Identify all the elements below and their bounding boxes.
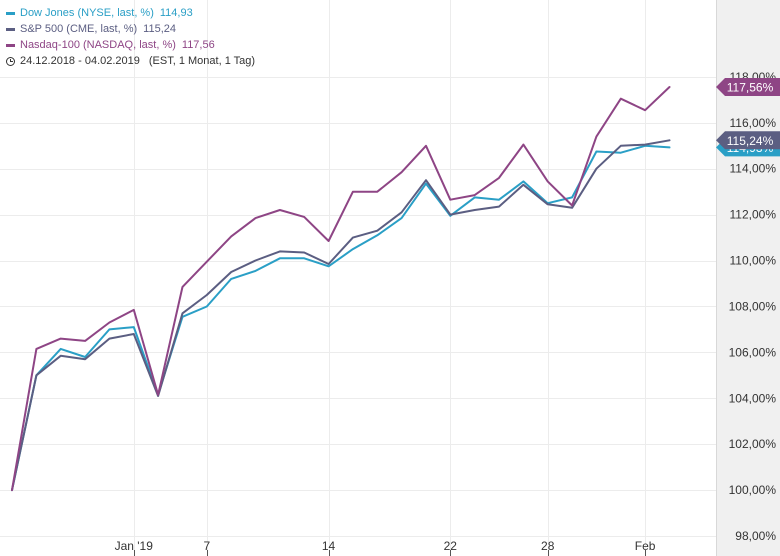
- y-tick-label: 104,00%: [729, 391, 777, 405]
- x-axis: Jan '19 7 14 22 28 Feb: [115, 539, 656, 556]
- legend-value: 117,56: [181, 39, 215, 51]
- x-tick-label: Feb: [635, 539, 656, 553]
- legend-item-sp500[interactable]: S&P 500 (CME, last, %) 115,24: [6, 21, 255, 37]
- y-tick-label: 112,00%: [730, 208, 777, 222]
- y-tick-label: 106,00%: [729, 345, 777, 359]
- end-value-labels: 114,93%115,24%117,56%: [716, 78, 780, 157]
- date-range: 24.12.2018 - 04.02.2019 (EST, 1 Monat, 1…: [6, 53, 255, 69]
- y-tick-label: 100,00%: [729, 483, 777, 497]
- grid: [0, 0, 716, 556]
- x-tick-label: 7: [203, 539, 210, 553]
- legend: Dow Jones (NYSE, last, %) 114,93 S&P 500…: [6, 5, 255, 69]
- legend-value: 114,93: [159, 7, 193, 19]
- legend-swatch: [6, 43, 15, 47]
- clock-icon: [6, 56, 15, 66]
- date-range-text: 24.12.2018 - 04.02.2019: [20, 55, 140, 67]
- y-tick-label: 102,00%: [729, 437, 777, 451]
- y-tick-label: 114,00%: [730, 162, 777, 176]
- y-tick-label: 98,00%: [735, 529, 776, 543]
- end-value-label: 115,24%: [727, 134, 774, 148]
- x-tick-label: 28: [541, 539, 555, 553]
- end-value-flag: [716, 78, 780, 97]
- series-line: [11, 86, 671, 492]
- legend-item-nasdaq[interactable]: Nasdaq-100 (NASDAQ, last, %) 117,56: [6, 37, 255, 53]
- legend-label: Dow Jones (NYSE, last, %): [20, 7, 154, 19]
- y-tick-label: 108,00%: [729, 299, 777, 313]
- x-tick-label: 22: [444, 539, 458, 553]
- end-value-label: 117,56%: [727, 81, 774, 95]
- legend-value: 115,24: [143, 23, 176, 35]
- end-value-flag: [716, 131, 780, 150]
- series-line: [11, 139, 671, 492]
- legend-label: S&P 500 (CME, last, %): [20, 23, 138, 35]
- legend-label: Nasdaq-100 (NASDAQ, last, %): [20, 39, 176, 51]
- series-line: [11, 144, 671, 492]
- x-tick-label: 14: [322, 539, 336, 553]
- x-tick-label: Jan '19: [115, 539, 154, 553]
- legend-swatch: [6, 27, 15, 31]
- y-tick-label: 110,00%: [730, 254, 777, 268]
- legend-item-dow-jones[interactable]: Dow Jones (NYSE, last, %) 114,93: [6, 5, 255, 21]
- date-range-info: (EST, 1 Monat, 1 Tag): [148, 55, 256, 67]
- legend-swatch: [6, 11, 15, 15]
- y-tick-label: 116,00%: [730, 116, 777, 130]
- series-lines: [11, 86, 671, 492]
